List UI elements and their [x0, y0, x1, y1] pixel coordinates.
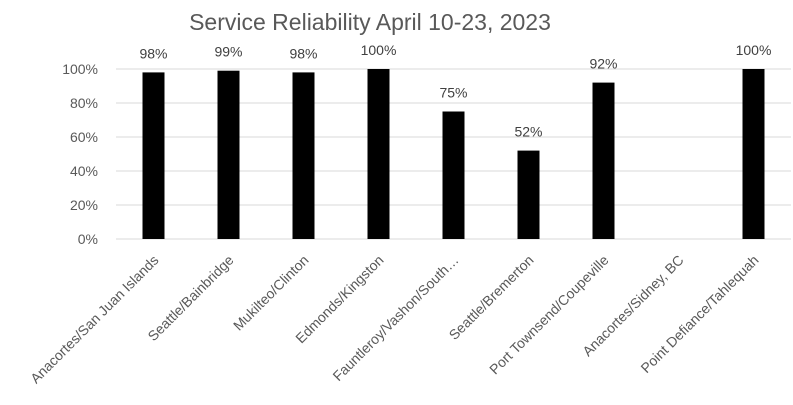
- y-tick-label: 0%: [78, 231, 98, 247]
- data-label: 98%: [289, 45, 317, 61]
- y-axis-ticks: 0% 20% 40% 60% 80% 100%: [62, 61, 98, 247]
- bar: [442, 111, 465, 239]
- chart-title: Service Reliability April 10-23, 2023: [189, 9, 551, 35]
- data-label: 92%: [589, 56, 617, 72]
- bar: [142, 72, 165, 240]
- data-label: 52%: [514, 124, 542, 140]
- y-tick-label: 40%: [70, 163, 98, 179]
- bar: [517, 150, 540, 239]
- data-labels: 98% 99% 98% 100% 75% 52% 92% 100%: [139, 42, 771, 140]
- data-label: 99%: [214, 44, 242, 60]
- data-label: 75%: [439, 85, 467, 101]
- bar: [742, 69, 765, 239]
- data-label: 100%: [736, 42, 772, 58]
- y-tick-label: 20%: [70, 197, 98, 213]
- bar: [217, 70, 240, 239]
- bars: [142, 69, 765, 240]
- y-tick-label: 100%: [62, 61, 98, 77]
- data-label: 100%: [361, 42, 397, 58]
- bar: [292, 72, 315, 240]
- x-category-label: Mukilteo/Clinton: [230, 252, 312, 334]
- y-tick-label: 60%: [70, 129, 98, 145]
- x-category-label: Port Townsend/Coupeville: [486, 252, 612, 378]
- data-label: 98%: [139, 45, 167, 61]
- bar: [367, 69, 390, 239]
- x-category-label: Anacortes/San Juan Islands: [27, 252, 162, 387]
- x-axis-labels: Anacortes/San Juan IslandsSeattle/Bainbr…: [27, 252, 762, 387]
- y-tick-label: 80%: [70, 95, 98, 111]
- x-category-label: Fauntleroy/Vashon/South…: [329, 252, 461, 384]
- bar: [592, 82, 615, 239]
